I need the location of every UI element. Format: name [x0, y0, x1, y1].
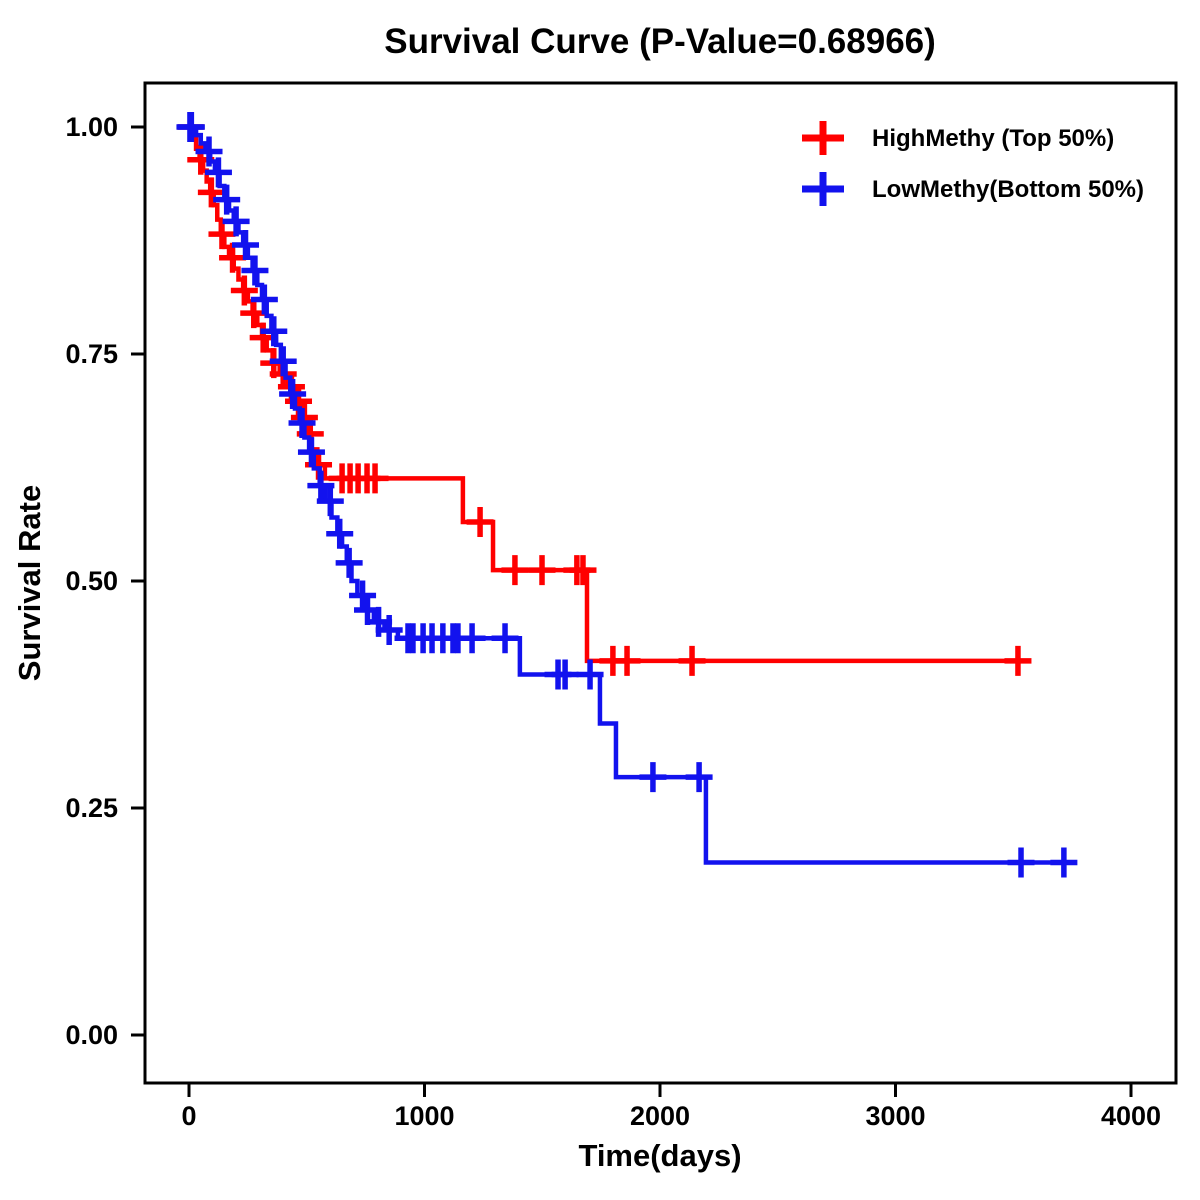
censor-plus-icon: [197, 177, 225, 208]
censor-plus-icon: [1007, 847, 1035, 878]
censor-plus-icon: [232, 230, 260, 261]
censor-plus-icon: [335, 547, 363, 578]
censor-plus-icon: [528, 555, 556, 586]
y-axis-label: Survival Rate: [12, 485, 47, 681]
x-tick-label: 1000: [394, 1101, 454, 1131]
censor-plus-icon: [222, 206, 250, 237]
x-axis-ticks: 0 1000 2000 3000 4000: [181, 1083, 1161, 1131]
censor-plus-icon: [326, 518, 354, 549]
y-axis-ticks: 1.00 0.75 0.50 0.25 0.00: [65, 112, 145, 1050]
y-tick-label: 0.75: [65, 339, 118, 369]
censor-plus-icon: [458, 623, 486, 654]
censor-plus-icon: [177, 112, 205, 142]
x-tick-label: 0: [181, 1101, 196, 1131]
y-tick-label: 1.00: [65, 112, 118, 142]
censor-plus-icon: [613, 645, 641, 676]
censor-plus-icon: [639, 762, 667, 793]
legend-item-label: LowMethy(Bottom 50%): [872, 176, 1144, 203]
censor-plus-icon: [685, 762, 713, 793]
chart-title: Survival Curve (P-Value=0.68966): [384, 22, 936, 61]
y-tick-label: 0.00: [65, 1020, 118, 1050]
censor-plus-icon: [250, 284, 278, 315]
censor-plus-icon: [260, 316, 288, 347]
censor-plus-icon: [230, 275, 258, 306]
censor-plus-icon: [316, 486, 344, 517]
x-tick-label: 3000: [865, 1101, 925, 1131]
censor-plus-icon: [279, 378, 307, 409]
x-axis-label: Time(days): [578, 1138, 741, 1173]
chart-legend: HighMethy (Top 50%) LowMethy(Bottom 50%): [802, 121, 1144, 206]
censor-plus-icon: [213, 184, 241, 215]
censor-plus-icon: [241, 255, 269, 286]
censor-plus-icon: [208, 219, 236, 250]
y-tick-label: 0.50: [65, 566, 118, 596]
censor-plus-icon: [269, 346, 297, 377]
censor-plus-icon: [1050, 847, 1078, 878]
censor-plus-icon: [551, 659, 579, 690]
censor-plus-icon: [288, 408, 316, 439]
legend-plus-icon: [802, 172, 844, 206]
plot-border: [143, 81, 1178, 1085]
legend-item-label: HighMethy (Top 50%): [872, 125, 1114, 152]
x-tick-label: 4000: [1101, 1101, 1161, 1131]
censor-plus-icon: [501, 555, 529, 586]
censor-plus-icon: [569, 555, 597, 586]
censor-plus-icon: [297, 437, 325, 468]
y-tick-label: 0.25: [65, 793, 118, 823]
censor-plus-icon: [349, 580, 377, 611]
legend-plus-icon: [802, 121, 844, 155]
censor-plus-icon: [195, 136, 223, 167]
censor-plus-icon: [375, 615, 403, 646]
survival-step-curve: [189, 124, 1028, 664]
censor-plus-icon: [307, 470, 335, 501]
survival-series: [176, 112, 1078, 878]
censor-plus-icon: [361, 463, 389, 494]
censor-plus-icon: [1004, 645, 1032, 676]
x-tick-label: 2000: [630, 1101, 690, 1131]
censor-plus-icon: [466, 506, 494, 537]
censor-plus-icon: [204, 157, 232, 188]
series-lowmethy: [176, 112, 1078, 878]
censor-plus-icon: [491, 623, 519, 654]
censor-plus-icon: [678, 645, 706, 676]
censor-plus-icon: [576, 659, 604, 690]
